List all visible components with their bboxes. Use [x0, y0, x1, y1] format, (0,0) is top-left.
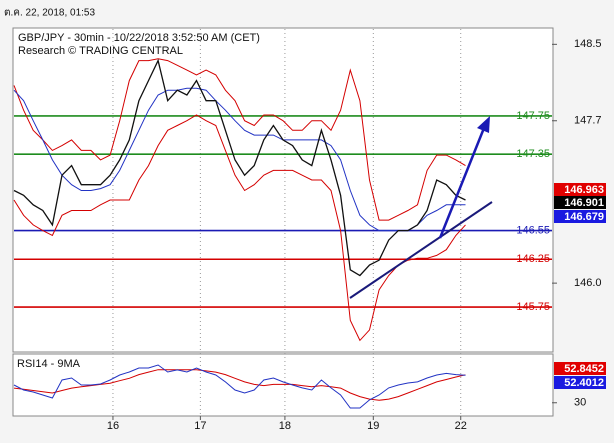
chart-subtitle: Research © TRADING CENTRAL	[18, 45, 183, 57]
series-line	[13, 369, 466, 401]
price-label: 52.4012	[564, 377, 604, 389]
price-label-box	[554, 210, 606, 223]
series-line	[13, 58, 466, 277]
level-label: 147.75	[516, 110, 550, 122]
arrow-head	[477, 116, 490, 133]
price-label: 146.901	[564, 197, 604, 209]
series-line	[13, 58, 466, 221]
price-label: 146.679	[564, 211, 604, 223]
price-label-box	[554, 376, 606, 389]
series-line	[13, 364, 466, 409]
rsi-title: RSI14 - 9MA	[17, 358, 81, 370]
rsi-panel	[12, 353, 554, 417]
timestamp: ต.ค. 22, 2018, 01:53	[4, 8, 95, 19]
y-tick-label: 146.0	[574, 277, 602, 289]
level-label: 145.75	[516, 301, 550, 313]
x-tick-label: 17	[194, 420, 206, 432]
price-panel	[12, 27, 554, 353]
level-label: 147.35	[516, 148, 550, 160]
price-label: 146.963	[564, 184, 604, 196]
x-tick-label: 18	[279, 420, 291, 432]
x-tick-label: 16	[107, 420, 119, 432]
y-tick-label: 147.7	[574, 115, 602, 127]
price-label-box	[554, 362, 606, 375]
trend-line	[349, 201, 493, 299]
x-tick-label: 22	[455, 420, 467, 432]
series-line	[13, 114, 466, 342]
price-label-box	[554, 196, 606, 209]
level-label: 146.25	[516, 253, 550, 265]
plot-layer: 16 17 18 19 22 148.5 147.7 146.0 147.75 147.35 146…	[13, 29, 606, 432]
level-label: 146.55	[516, 225, 550, 237]
chart-title: GBP/JPY - 30min - 10/22/2018 3:52:50 AM …	[18, 32, 260, 44]
series-line	[13, 87, 466, 232]
price-label: 52.8452	[564, 363, 604, 375]
x-tick-label: 19	[367, 420, 379, 432]
forecast-arrow	[438, 127, 486, 239]
price-label-box	[554, 183, 606, 196]
y-tick-label: 30	[574, 397, 586, 409]
y-tick-label: 148.5	[574, 38, 602, 50]
